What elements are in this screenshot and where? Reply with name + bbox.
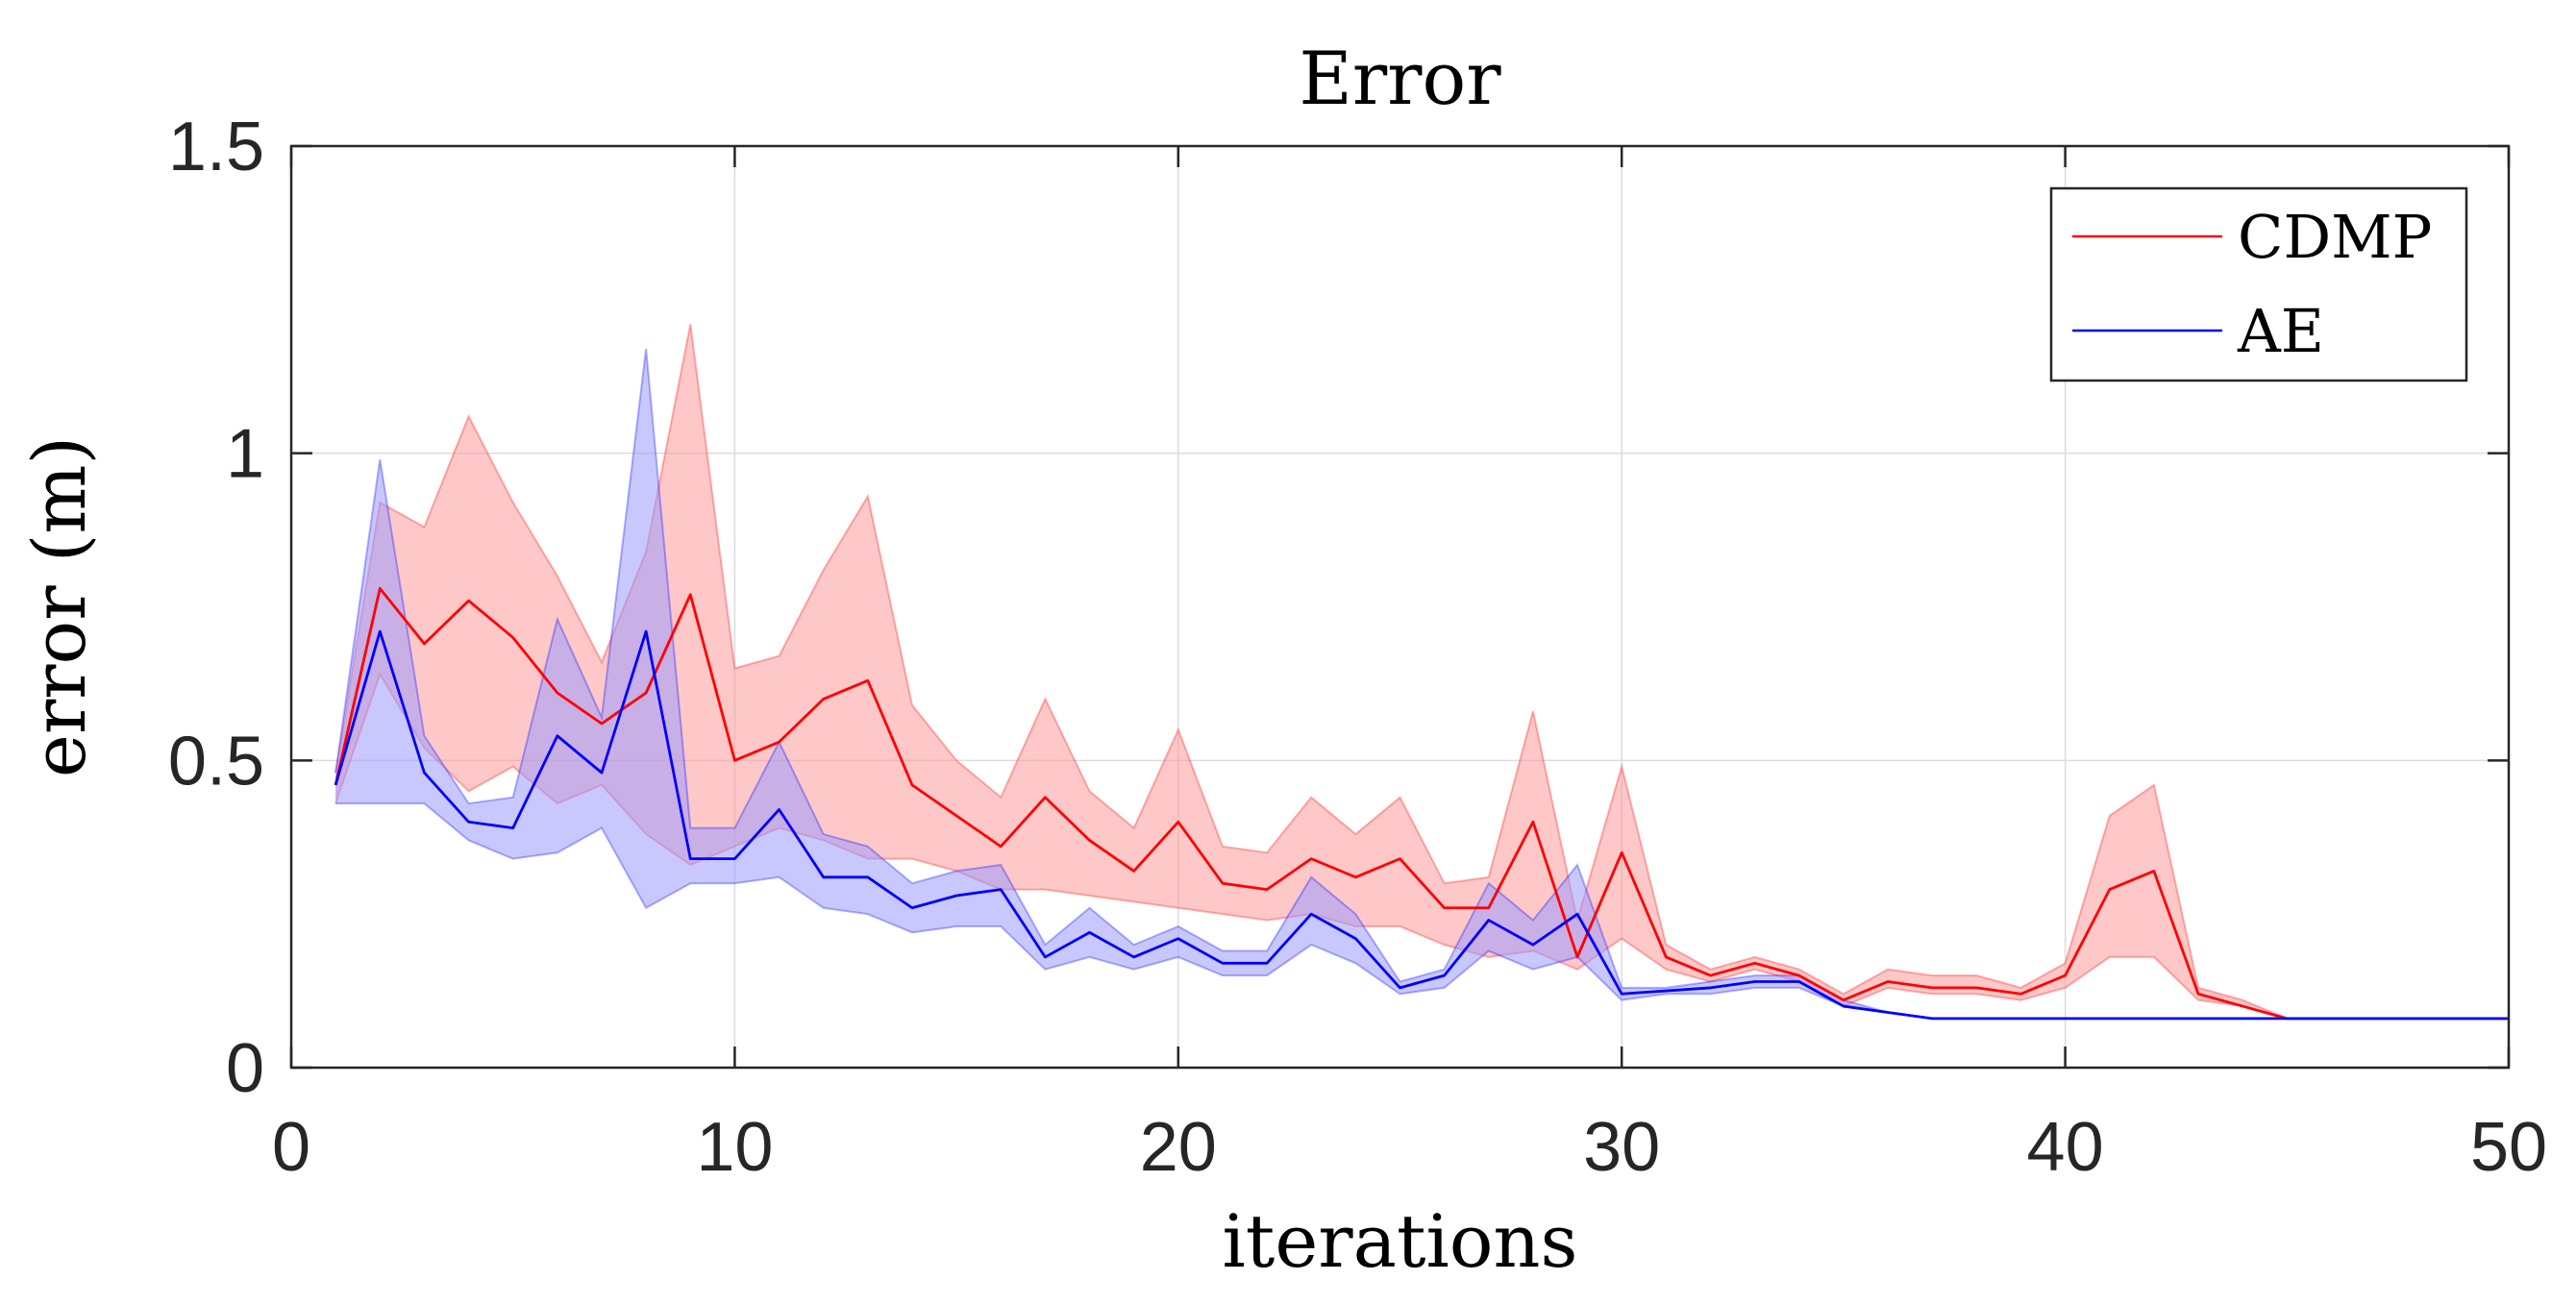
line-layer xyxy=(334,586,2509,1021)
y-axis-label: error (m) xyxy=(16,436,102,777)
x-tick-label: 10 xyxy=(696,1109,773,1186)
legend-label-cdmp: CDMP xyxy=(2238,202,2432,272)
band-upper-edge-cdmp xyxy=(334,324,2509,1020)
legend-label-ae: AE xyxy=(2237,296,2324,366)
series-line-cdmp xyxy=(334,586,2509,1021)
x-tick-label: 40 xyxy=(2027,1109,2104,1186)
x-tick-label: 30 xyxy=(1583,1109,1660,1186)
series-line-ae xyxy=(334,629,2509,1021)
x-axis-label: iterations xyxy=(1222,1198,1577,1284)
x-tick-label: 20 xyxy=(1140,1109,1217,1186)
legend: CDMP AE xyxy=(2049,186,2468,382)
x-tick-label: 50 xyxy=(2470,1109,2547,1186)
y-tick-label: 0 xyxy=(226,1030,264,1107)
tick-layer: 0 10 20 30 40 50 0 0.5 1 1.5 xyxy=(168,109,2547,1186)
plot-area-frame xyxy=(289,144,2511,1070)
y-tick-label: 1.5 xyxy=(168,109,264,185)
y-tick-label: 0.5 xyxy=(168,723,264,800)
legend-box xyxy=(2049,186,2468,382)
y-tick-label: 1 xyxy=(226,416,264,493)
x-tick-label: 0 xyxy=(272,1109,310,1186)
band-cdmp xyxy=(335,324,2509,1019)
chart-title: Error xyxy=(1299,36,1501,121)
